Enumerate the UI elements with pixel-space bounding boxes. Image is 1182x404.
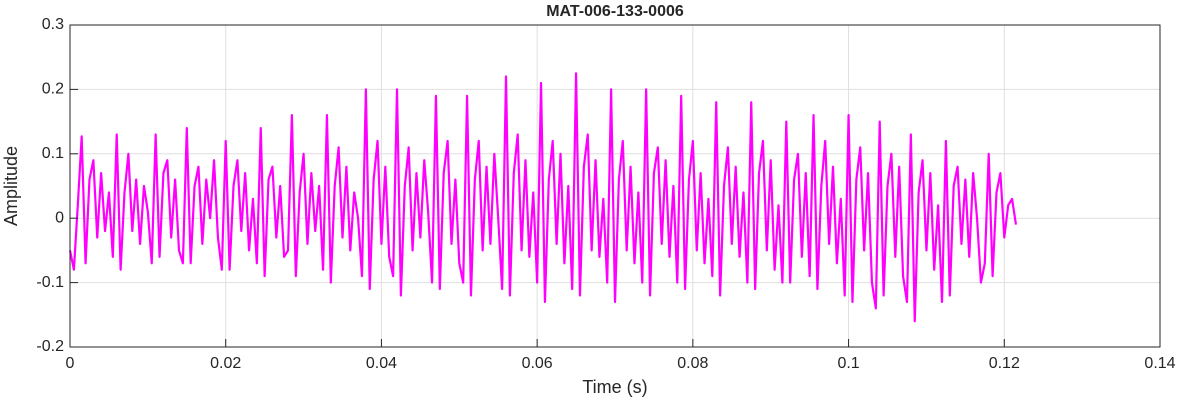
y-tick-label: 0.2 (42, 81, 64, 98)
axes-box (69, 24, 1161, 348)
signal-line (68, 72, 1018, 323)
y-tick-label: -0.1 (36, 274, 64, 291)
y-tick-label: 0.3 (42, 16, 64, 33)
x-tick-label: 0.08 (677, 355, 708, 372)
chart-title: MAT-006-133-0006 (546, 3, 684, 20)
x-tick-label: 0.06 (522, 355, 553, 372)
x-tick-label: 0.02 (210, 355, 241, 372)
y-tick-label: 0.1 (42, 145, 64, 162)
x-tick-label: 0.14 (1144, 355, 1175, 372)
x-tick-label: 0 (66, 355, 75, 372)
x-tick-label: 0.12 (989, 355, 1020, 372)
x-tick-label: 0.04 (366, 355, 397, 372)
y-tick-label: 0 (55, 209, 64, 226)
x-axis-label: Time (s) (582, 377, 647, 397)
y-axis-label: Amplitude (1, 146, 21, 226)
y-tick-label: -0.2 (36, 338, 64, 355)
plot-area (68, 72, 1018, 323)
x-tick-label: 0.1 (837, 355, 859, 372)
